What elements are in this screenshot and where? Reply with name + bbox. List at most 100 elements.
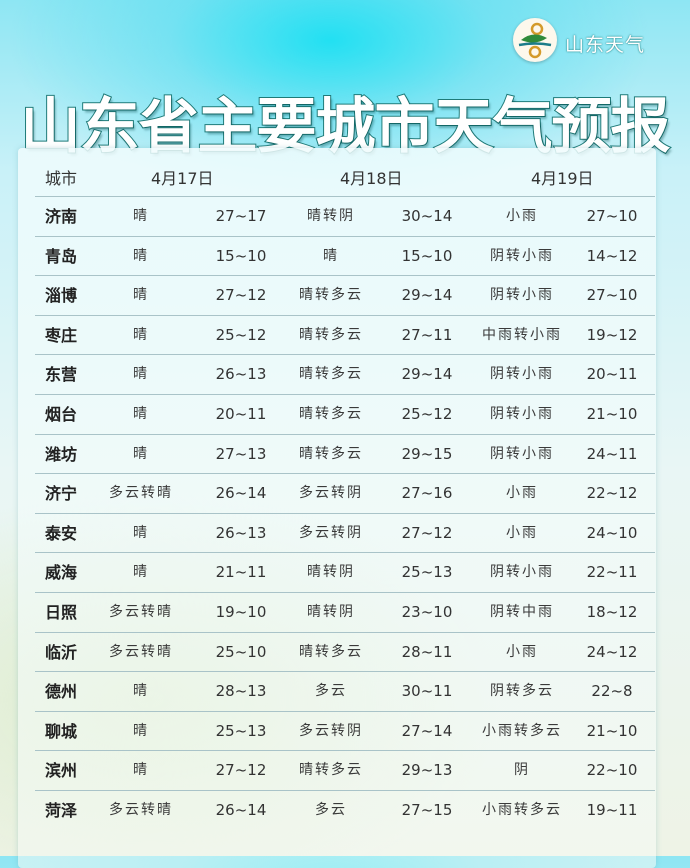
table-row: 济南 晴 27~17 晴转阴 30~14 小雨 27~10 (35, 196, 655, 237)
temp-day3: 21~10 (586, 405, 638, 423)
weather-day1: 多云转晴 (109, 802, 173, 818)
weather-day1: 晴 (133, 366, 149, 383)
table-row: 潍坊 晴 27~13 晴转多云 29~15 阴转小雨 24~11 (35, 433, 655, 475)
weather-day2: 晴转多云 (299, 643, 363, 660)
temp-day1: 28~13 (215, 682, 267, 701)
temp-day2: 30~11 (401, 682, 453, 701)
weather-day2: 晴转阴 (307, 564, 355, 581)
weather-day2: 晴转多云 (299, 366, 363, 383)
table-row: 德州 晴 28~13 多云 30~11 阴转多云 22~8 (35, 671, 655, 712)
weather-day2: 晴转多云 (299, 406, 363, 422)
weather-day2: 多云转阴 (299, 485, 363, 502)
weather-day3: 阴转小雨 (490, 564, 554, 581)
table-row: 泰安 晴 26~13 多云转阴 27~12 小雨 24~10 (35, 512, 655, 554)
temp-day2: 29~14 (401, 286, 453, 305)
weather-day1: 多云转晴 (109, 643, 173, 660)
temp-day2: 27~12 (401, 523, 453, 542)
city-name: 枣庄 (45, 325, 78, 345)
city-name: 济南 (45, 207, 78, 226)
city-name: 泰安 (45, 523, 78, 543)
temp-day2: 25~13 (401, 563, 453, 582)
temp-day3: 22~11 (586, 563, 638, 582)
city-name: 临沂 (45, 642, 78, 662)
temp-day3: 14~12 (586, 246, 638, 265)
city-name: 东营 (45, 365, 78, 385)
weather-day1: 晴 (133, 406, 149, 422)
weather-day1: 晴 (133, 564, 149, 581)
weather-day2: 晴转多云 (299, 326, 363, 343)
weather-day2: 多云转阴 (299, 524, 363, 541)
table-row: 聊城 晴 25~13 多云转阴 27~14 小雨转多云 21~10 (35, 710, 655, 752)
weather-day2: 晴 (323, 247, 339, 264)
city-name: 烟台 (45, 405, 78, 424)
weather-day1: 晴 (133, 445, 149, 462)
city-name: 潍坊 (45, 444, 78, 464)
weather-day2: 晴转阴 (307, 208, 355, 224)
temp-day1: 27~12 (215, 286, 267, 305)
temp-day3: 18~12 (586, 603, 638, 621)
city-name: 聊城 (45, 721, 78, 741)
weather-day3: 阴转小雨 (490, 406, 554, 422)
city-name: 济宁 (45, 484, 78, 504)
temp-day2: 23~10 (401, 603, 453, 621)
table-row: 东营 晴 26~13 晴转多云 29~14 阴转小雨 20~11 (35, 354, 655, 395)
weather-day3: 小雨转多云 (482, 722, 562, 739)
table-row: 济宁 多云转晴 26~14 多云转阴 27~16 小雨 22~12 (35, 473, 655, 514)
weather-day2: 多云 (315, 683, 347, 700)
temp-day2: 27~16 (401, 484, 453, 503)
brand-logo (513, 18, 557, 62)
temp-day2: 29~13 (401, 761, 453, 780)
temp-day1: 27~17 (215, 207, 267, 225)
weather-day2: 多云 (315, 802, 347, 818)
temp-day2: 29~14 (401, 365, 453, 384)
table-row: 滨州 晴 27~12 晴转多云 29~13 阴 22~10 (35, 750, 655, 791)
weather-day3: 阴转小雨 (490, 366, 554, 383)
weather-day3: 小雨 (506, 524, 538, 541)
weather-day1: 晴 (133, 683, 149, 700)
temp-day3: 27~10 (586, 207, 638, 225)
city-name: 淄博 (45, 286, 78, 306)
weather-day3: 小雨 (506, 643, 538, 660)
weather-day3: 阴转多云 (490, 683, 554, 700)
temp-day1: 19~10 (215, 603, 267, 621)
temp-day2: 27~14 (401, 721, 453, 740)
table-row: 菏泽 多云转晴 26~14 多云 27~15 小雨转多云 19~11 (35, 790, 655, 831)
weather-day3: 小雨 (506, 485, 538, 502)
temp-day1: 15~10 (215, 246, 267, 265)
temp-day2: 28~11 (401, 642, 453, 661)
table-row: 烟台 晴 20~11 晴转多云 25~12 阴转小雨 21~10 (35, 394, 655, 435)
weather-day1: 晴 (133, 722, 149, 739)
table-row: 淄博 晴 27~12 晴转多云 29~14 阴转小雨 27~10 (35, 275, 655, 316)
weather-day3: 阴转小雨 (490, 247, 554, 264)
temp-day2: 25~12 (401, 405, 453, 423)
weather-day1: 晴 (133, 208, 149, 224)
weather-day3: 小雨 (506, 208, 538, 224)
temp-day2: 27~15 (401, 801, 453, 819)
table-row: 威海 晴 21~11 晴转阴 25~13 阴转小雨 22~11 (35, 552, 655, 593)
temp-day3: 24~11 (586, 444, 638, 463)
temp-day1: 25~13 (215, 721, 267, 740)
forecast-table (18, 148, 656, 868)
weather-day3: 阴转小雨 (490, 287, 554, 304)
temp-day3: 24~10 (586, 523, 638, 542)
temp-day2: 30~14 (401, 207, 453, 225)
city-name: 德州 (45, 682, 78, 702)
weather-day3: 阴转小雨 (490, 445, 554, 462)
temp-day3: 22~12 (586, 484, 638, 503)
weather-day2: 晴转多云 (299, 445, 363, 462)
weather-day1: 晴 (133, 524, 149, 541)
temp-day3: 22~8 (591, 682, 633, 701)
temp-day3: 22~10 (586, 761, 638, 780)
table-row: 青岛 晴 15~10 晴 15~10 阴转小雨 14~12 (35, 235, 655, 277)
weather-day3: 小雨转多云 (482, 802, 562, 818)
temp-day1: 26~13 (215, 365, 267, 384)
weather-day2: 晴转多云 (299, 287, 363, 304)
temp-day1: 27~12 (215, 761, 267, 780)
temp-day1: 25~10 (215, 642, 267, 661)
temp-day1: 26~14 (215, 484, 267, 503)
header-city: 城市 (45, 169, 78, 188)
table-row: 临沂 多云转晴 25~10 晴转多云 28~11 小雨 24~12 (35, 631, 655, 673)
city-name: 菏泽 (45, 801, 78, 820)
temp-day3: 24~12 (586, 642, 638, 661)
weather-day1: 晴 (133, 326, 149, 343)
